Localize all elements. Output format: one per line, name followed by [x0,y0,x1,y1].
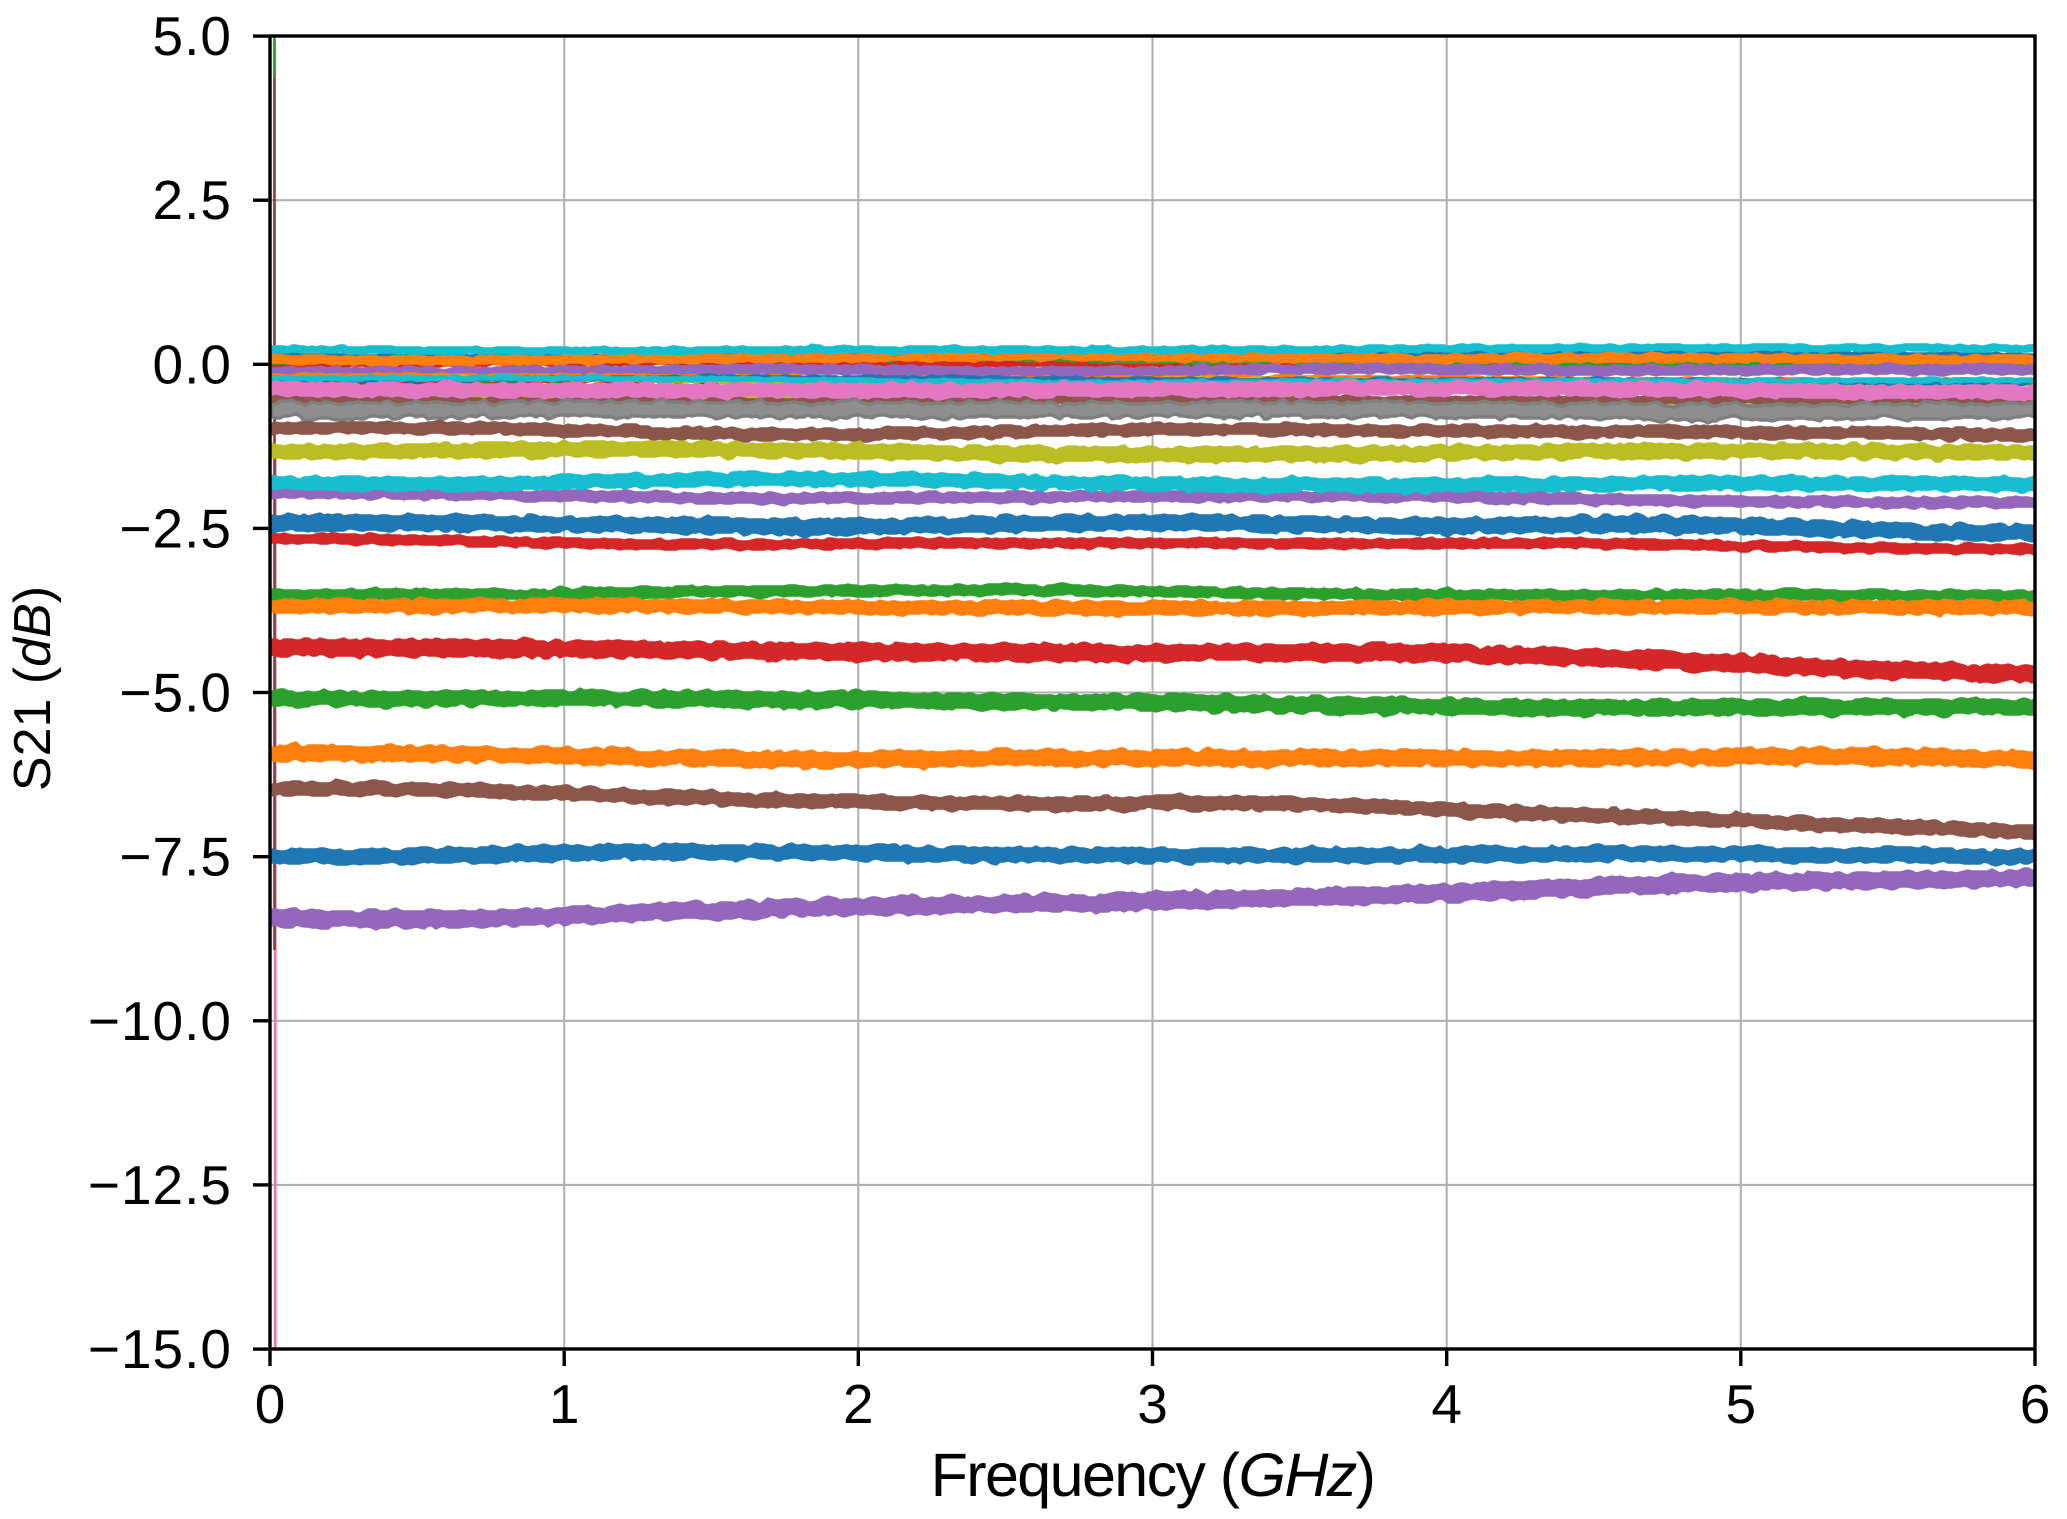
svg-text:6: 6 [2020,1373,2051,1435]
svg-text:2.5: 2.5 [153,169,232,231]
svg-text:5: 5 [1726,1373,1757,1435]
svg-text:4: 4 [1431,1373,1462,1435]
svg-text:Frequency (GHz): Frequency (GHz) [931,1441,1375,1509]
svg-text:−12.5: −12.5 [88,1154,232,1216]
svg-text:3: 3 [1137,1373,1168,1435]
svg-text:5.0: 5.0 [153,5,232,67]
svg-text:1: 1 [549,1373,580,1435]
svg-text:0.0: 0.0 [153,333,232,395]
svg-text:−15.0: −15.0 [88,1318,232,1380]
svg-text:0: 0 [255,1373,286,1435]
svg-text:−7.5: −7.5 [119,826,232,888]
svg-text:−2.5: −2.5 [119,497,232,559]
svg-text:2: 2 [843,1373,874,1435]
svg-text:−10.0: −10.0 [88,990,232,1052]
svg-text:S21 (dB): S21 (dB) [4,586,62,791]
svg-text:−5.0: −5.0 [119,662,232,724]
